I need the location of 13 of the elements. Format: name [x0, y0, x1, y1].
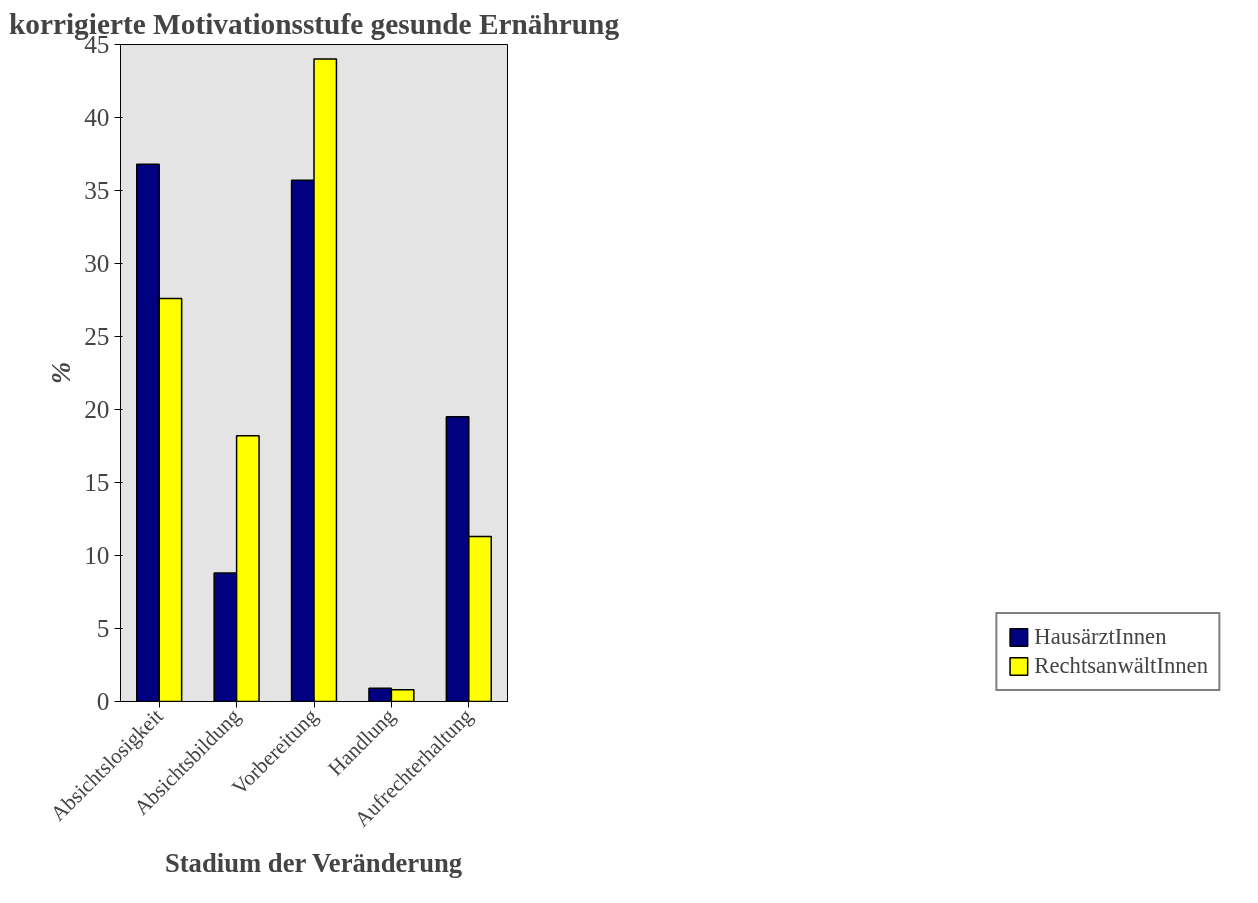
y-tick-label: 25 [84, 322, 110, 350]
y-tick-label: 15 [84, 468, 110, 496]
y-tick-label: 20 [84, 395, 110, 423]
y-tick-label: 35 [84, 176, 110, 204]
y-axis-title: % [46, 361, 77, 385]
x-axis-title: Stadium der Veränderung [164, 847, 463, 878]
y-tick-label: 10 [84, 541, 110, 569]
y-tick-label: 0 [96, 687, 110, 715]
legend-label: RechtsanwältInnen [1034, 653, 1208, 679]
y-tick-label: 5 [96, 614, 110, 642]
y-tick-label: 30 [84, 249, 110, 277]
legend-label: HausärztInnen [1034, 624, 1167, 650]
y-tick-label: 40 [84, 103, 110, 131]
